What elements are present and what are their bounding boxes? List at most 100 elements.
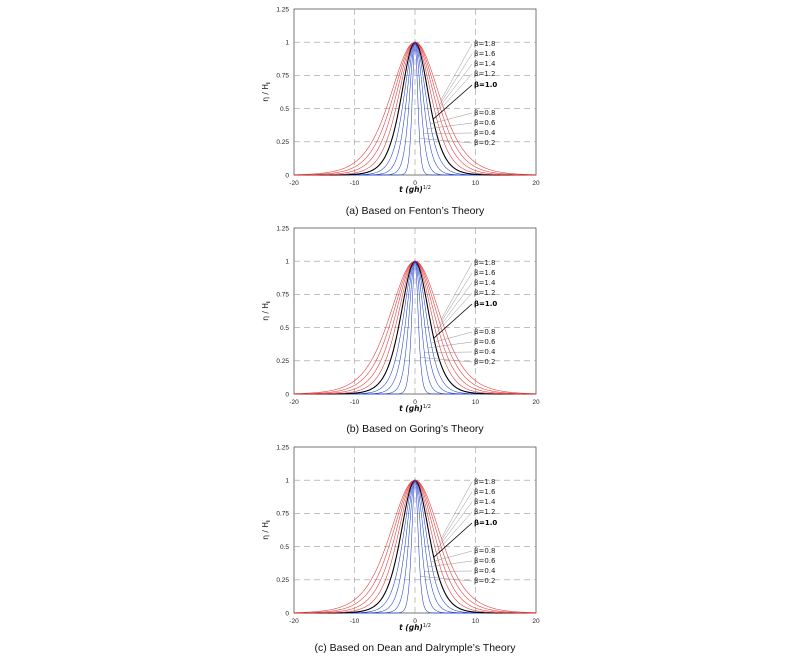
x-tick-label: 10 <box>472 399 480 406</box>
y-tick-label: 0.25 <box>276 577 289 584</box>
leader-line <box>439 491 473 544</box>
leader-line <box>427 341 473 349</box>
leader-line <box>441 262 473 320</box>
y-tick-label: 0.75 <box>276 73 289 80</box>
leader-line <box>424 570 473 572</box>
series-label: β=1.8 <box>474 40 495 48</box>
series-line-beta-1-8 <box>293 479 537 613</box>
series-label: β=1.8 <box>474 478 495 486</box>
y-tick-label: 0.75 <box>276 511 289 518</box>
y-tick-label: 1.25 <box>276 444 289 451</box>
series-label: β=1.4 <box>474 498 496 506</box>
series-label: β=1.2 <box>474 70 495 78</box>
y-axis-label: η / Hi <box>261 301 272 321</box>
x-tick-label: 0 <box>413 618 417 625</box>
x-axis-label: t (gh)1/2 <box>399 623 431 632</box>
leader-line <box>441 481 473 539</box>
y-axis-label: η / Hi <box>261 520 272 540</box>
leader-line <box>435 511 473 553</box>
chart-panel-b: 0 0.25 0.5 0.75 1 1.25 -20 -10 0 10 20 t (gh)1/2 η /… <box>261 225 540 435</box>
x-axis-label: t (gh)1/2 <box>399 185 431 194</box>
x-tick-label: -20 <box>289 618 299 625</box>
y-tick-label: 0.25 <box>276 139 289 146</box>
leader-line <box>438 501 473 548</box>
series-label: β=0.2 <box>474 577 495 585</box>
series-label: β=0.8 <box>474 109 495 117</box>
series-label: β=1.0 <box>474 300 497 308</box>
y-tick-label: 1.25 <box>276 6 289 13</box>
leader-line <box>424 351 473 353</box>
leader-line <box>433 303 473 339</box>
x-tick-label: 0 <box>413 399 417 406</box>
panel-caption: (b) Based on Goring’s Theory <box>346 423 484 435</box>
y-tick-label: 0 <box>285 391 289 398</box>
series-label: β=0.4 <box>474 348 496 356</box>
x-tick-label: -10 <box>350 399 360 406</box>
series-label: β=0.8 <box>474 328 495 336</box>
panel-caption: (a) Based on Fenton’s Theory <box>346 205 485 217</box>
leader-line <box>439 272 473 325</box>
series-label: β=0.6 <box>474 557 496 565</box>
x-tick-label: -20 <box>289 180 299 187</box>
x-tick-label: 10 <box>472 618 480 625</box>
y-tick-label: 1 <box>285 478 289 485</box>
leader-line <box>437 63 473 110</box>
series-label: β=0.6 <box>474 338 496 346</box>
series-label: β=1.2 <box>474 289 495 297</box>
leader-line <box>427 122 473 130</box>
x-tick-label: -20 <box>289 399 299 406</box>
chart-panel-a: 0 0.25 0.5 0.75 1 1.25 -20 -10 0 10 20 t (gh)1/2 η /… <box>261 6 540 217</box>
leader-line <box>423 132 473 134</box>
y-tick-label: 0.5 <box>280 106 289 113</box>
leader-line <box>435 292 473 334</box>
series-label: β=1.0 <box>474 519 497 527</box>
y-axis-label: η / Hi <box>261 82 272 102</box>
y-tick-label: 1 <box>285 40 289 47</box>
series-label: β=1.2 <box>474 508 495 516</box>
series-label: β=0.4 <box>474 567 496 575</box>
series-label: β=1.8 <box>474 259 495 267</box>
x-tick-label: 0 <box>413 180 417 187</box>
y-tick-label: 1.25 <box>276 225 289 232</box>
leader-line <box>439 53 473 106</box>
x-axis-label: t (gh)1/2 <box>399 404 431 413</box>
chart-panel-c: 0 0.25 0.5 0.75 1 1.25 -20 -10 0 10 20 t (gh)1/2 η /… <box>261 444 540 654</box>
leader-line <box>419 138 473 144</box>
panel-caption: (c) Based on Dean and Dalrymple’s Theory <box>315 642 517 654</box>
leader-line <box>440 43 473 101</box>
series-label: β=0.4 <box>474 129 496 137</box>
series-label: β=1.4 <box>474 60 496 68</box>
leader-line <box>433 522 473 558</box>
leader-line <box>430 331 473 344</box>
series-label: β=1.6 <box>474 269 496 277</box>
series-label: β=0.8 <box>474 547 495 555</box>
x-tick-label: 20 <box>532 618 540 625</box>
series-label: β=1.0 <box>474 81 497 89</box>
leader-line <box>420 357 473 363</box>
x-tick-label: -10 <box>350 180 360 187</box>
series-label: β=1.6 <box>474 488 496 496</box>
x-tick-label: 20 <box>532 399 540 406</box>
series-line-beta-1-8 <box>293 41 537 175</box>
y-tick-label: 1 <box>285 259 289 266</box>
y-tick-label: 0 <box>285 610 289 617</box>
y-tick-label: 0.25 <box>276 358 289 365</box>
y-tick-label: 0.75 <box>276 292 289 299</box>
leader-line <box>427 560 473 568</box>
y-tick-label: 0.5 <box>280 544 289 551</box>
leader-line <box>435 73 473 115</box>
leader-line <box>438 282 473 329</box>
y-tick-label: 0 <box>285 172 289 179</box>
x-tick-label: 20 <box>532 180 540 187</box>
leader-line <box>430 112 473 125</box>
series-label: β=1.4 <box>474 279 496 287</box>
leader-line <box>420 576 473 582</box>
x-tick-label: -10 <box>350 618 360 625</box>
series-label: β=1.6 <box>474 50 496 58</box>
y-tick-label: 0.5 <box>280 325 289 332</box>
leader-line <box>430 550 473 563</box>
leader-line <box>432 84 473 120</box>
x-tick-label: 10 <box>472 180 480 187</box>
series-label: β=0.2 <box>474 139 495 147</box>
series-label: β=0.2 <box>474 358 495 366</box>
